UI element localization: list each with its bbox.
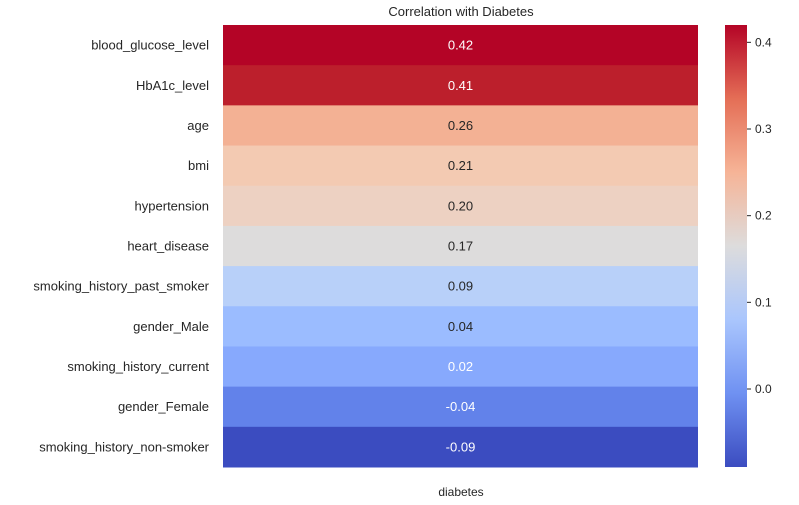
cell-value-label: 0.17	[448, 239, 473, 254]
row-label: smoking_history_past_smoker	[33, 279, 209, 294]
heatmap-cell	[223, 346, 698, 388]
heatmap-cell	[223, 266, 698, 307]
cell-value-label: 0.02	[448, 359, 473, 374]
heatmap-cell	[223, 185, 698, 227]
heatmap-cell	[223, 426, 698, 468]
heatmap-cell	[223, 105, 698, 147]
colorbar-gradient	[725, 25, 747, 467]
cell-value-label: -0.09	[446, 439, 476, 454]
cell-value-label: 0.26	[448, 118, 473, 133]
heatmap-cell	[223, 225, 698, 267]
heatmap-cells: 0.42 0.41 0.26 0.21 0.20 0.17 0.09 0.04 0.02 -0.0…	[223, 25, 698, 468]
heatmap-cell	[223, 65, 698, 106]
row-label: smoking_history_current	[67, 359, 209, 374]
cell-value-label: 0.09	[448, 279, 473, 294]
colorbar-tick-label: 0.3	[755, 122, 772, 136]
row-label: hypertension	[135, 198, 209, 213]
row-label: smoking_history_non-smoker	[39, 439, 209, 454]
column-label: diabetes	[438, 485, 483, 499]
cell-value-label: -0.04	[446, 399, 476, 414]
colorbar-tick-label: 0.2	[755, 209, 772, 223]
row-label: age	[187, 118, 209, 133]
heatmap-cell	[223, 386, 698, 428]
heatmap-cell	[223, 145, 698, 187]
heatmap-cell	[223, 306, 698, 347]
cell-value-label: 0.20	[448, 198, 473, 213]
row-label: blood_glucose_level	[91, 38, 209, 53]
colorbar-tick-label: 0.4	[755, 35, 772, 49]
cell-value-label: 0.04	[448, 319, 473, 334]
colorbar	[725, 25, 747, 467]
row-label: bmi	[188, 158, 209, 173]
heatmap-cell	[223, 25, 698, 66]
chart-title: Correlation with Diabetes	[388, 4, 534, 19]
cell-value-label: 0.41	[448, 78, 473, 93]
row-label: heart_disease	[127, 239, 209, 254]
colorbar-tick-label: 0.0	[755, 382, 772, 396]
row-label: gender_Male	[133, 319, 209, 334]
row-label: HbA1c_level	[136, 78, 209, 93]
cell-value-label: 0.21	[448, 158, 473, 173]
colorbar-ticks: 0.0 0.1 0.2 0.3 0.4	[747, 35, 772, 396]
row-label: gender_Female	[118, 399, 209, 414]
cell-value-label: 0.42	[448, 38, 473, 53]
colorbar-tick-label: 0.1	[755, 295, 772, 309]
